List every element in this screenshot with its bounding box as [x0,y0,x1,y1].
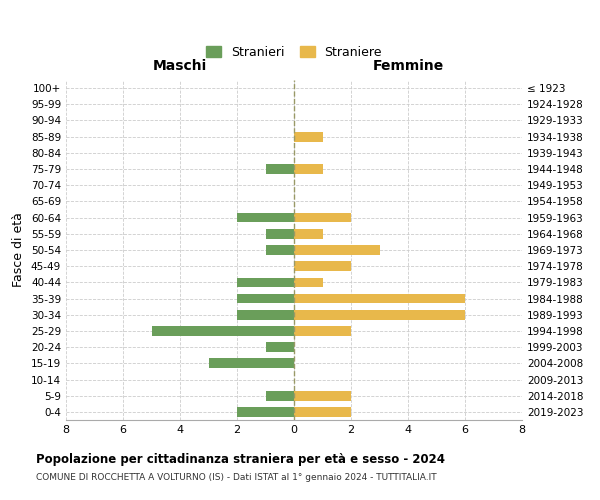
Bar [237,213,294,222]
Text: COMUNE DI ROCCHETTA A VOLTURNO (IS) - Dati ISTAT al 1° gennaio 2024 - TUTTITALIA: COMUNE DI ROCCHETTA A VOLTURNO (IS) - Da… [36,472,437,482]
Bar [265,164,294,174]
Bar [209,358,294,368]
Y-axis label: Fasce di età: Fasce di età [13,212,25,288]
Bar [294,278,323,287]
Bar [294,326,351,336]
Bar [294,262,351,271]
Bar [294,229,323,238]
Text: Maschi: Maschi [153,59,207,73]
Text: Popolazione per cittadinanza straniera per età e sesso - 2024: Popolazione per cittadinanza straniera p… [36,452,445,466]
Bar [294,245,380,255]
Bar [237,310,294,320]
Bar [294,164,323,174]
Bar [237,294,294,304]
Bar [265,391,294,400]
Bar [151,326,294,336]
Bar [265,245,294,255]
Bar [265,229,294,238]
Bar [294,407,351,417]
Legend: Stranieri, Straniere: Stranieri, Straniere [202,42,386,62]
Bar [294,213,351,222]
Text: Femmine: Femmine [373,59,443,73]
Bar [294,310,465,320]
Bar [294,294,465,304]
Bar [237,278,294,287]
Bar [265,342,294,352]
Bar [294,132,323,141]
Bar [294,391,351,400]
Bar [237,407,294,417]
